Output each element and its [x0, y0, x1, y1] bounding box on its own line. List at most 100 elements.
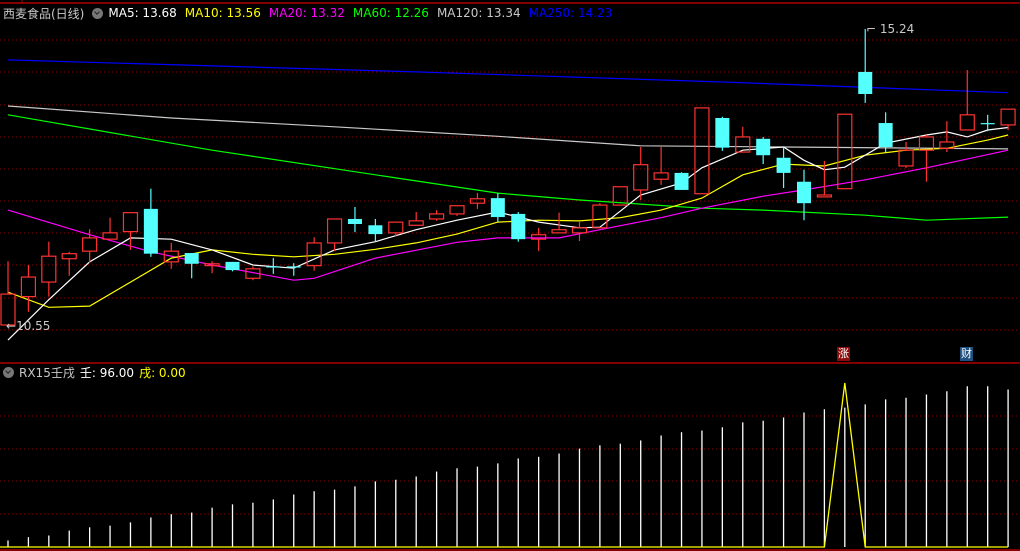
candle-body: [163, 250, 179, 263]
ma5-line: [7, 126, 1009, 341]
candle-body: [61, 253, 77, 260]
candle: [429, 210, 445, 221]
candle-body: [347, 218, 362, 225]
candle: [0, 261, 16, 326]
ma60-label: MA60: 12.26: [352, 6, 429, 20]
candle: [511, 212, 526, 242]
candle-body: [0, 293, 16, 326]
candle-body: [143, 208, 158, 254]
candle-body: [245, 268, 261, 279]
candle-body: [102, 232, 118, 240]
ma10-label: MA10: 13.56: [184, 6, 261, 20]
candle-body: [674, 172, 689, 190]
candle: [245, 266, 261, 281]
candle-body: [837, 113, 853, 190]
candle: [368, 218, 383, 242]
candle: [490, 193, 505, 223]
candle: [939, 121, 955, 153]
candle: [163, 242, 179, 269]
candle: [1000, 108, 1016, 130]
indicator-title: RX15壬戌: [19, 365, 75, 380]
candle-body: [735, 136, 751, 153]
candle: [204, 261, 220, 274]
candlesticks[interactable]: [0, 29, 1016, 326]
candle: [266, 258, 281, 274]
high-price-value: 15.24: [879, 22, 915, 36]
candle: [20, 265, 37, 312]
candle-body: [939, 141, 955, 149]
chevron-down-icon[interactable]: [92, 7, 104, 19]
candle-body: [756, 138, 771, 156]
candle: [694, 107, 710, 195]
candle: [858, 29, 873, 103]
arrow-left-icon: ←: [6, 319, 17, 333]
candle: [571, 222, 588, 242]
limit-up-badge[interactable]: 涨: [837, 347, 850, 361]
candle: [61, 251, 77, 276]
ma10-line: [7, 134, 1009, 308]
low-price-value: 10.55: [16, 319, 51, 333]
candle-body: [326, 218, 343, 244]
candle-body: [531, 234, 547, 240]
candle: [449, 205, 465, 216]
candle-body: [204, 263, 220, 267]
candle-body: [41, 255, 57, 283]
candle: [633, 147, 649, 201]
candle-body: [816, 194, 833, 198]
xu-line: [0, 382, 1009, 548]
candle: [286, 263, 301, 276]
candle: [122, 212, 139, 250]
candle: [469, 193, 486, 209]
finance-badge[interactable]: 财: [960, 347, 973, 361]
candle: [531, 227, 547, 252]
candle-body: [1000, 108, 1016, 126]
candle-body: [429, 213, 445, 220]
indicator-bars: [0, 382, 1009, 548]
candle-body: [449, 205, 465, 215]
ma120-label: MA120: 13.34: [436, 6, 521, 20]
candle-body: [368, 225, 383, 235]
candle: [388, 221, 404, 237]
candle: [816, 160, 833, 198]
candle-body: [490, 198, 505, 218]
candle: [41, 241, 57, 297]
candle-body: [796, 181, 811, 204]
candle-body: [776, 157, 791, 173]
candle: [756, 136, 771, 165]
candle: [612, 186, 628, 206]
chevron-down-icon[interactable]: [3, 366, 14, 378]
high-price-label: ⌐ 15.24: [866, 22, 914, 36]
candle: [408, 212, 424, 226]
candle: [184, 253, 199, 279]
candle-body: [388, 221, 404, 234]
ma120-line: [7, 105, 1009, 150]
candle-body: [408, 220, 424, 226]
candle-body: [878, 123, 893, 148]
candle-body: [592, 204, 608, 229]
candle-body: [633, 164, 649, 191]
xu-value: 戌: 0.00: [139, 365, 186, 380]
candle-body: [858, 71, 873, 95]
candle: [143, 188, 158, 257]
candle: [306, 237, 322, 271]
candle: [715, 116, 730, 151]
candle: [837, 113, 853, 190]
candle-body: [551, 229, 567, 234]
candle: [918, 135, 935, 182]
candle-body: [898, 149, 914, 167]
arrow-icon: ⌐: [866, 22, 877, 36]
candle: [653, 147, 669, 185]
candle-body: [184, 253, 199, 264]
candle-body: [959, 114, 975, 131]
candle-body: [653, 172, 669, 180]
candle: [225, 261, 240, 272]
candle-body: [469, 198, 486, 204]
candle: [551, 212, 567, 234]
candle: [674, 172, 689, 190]
candle: [102, 217, 118, 240]
stock-title: 西麦食品(日线): [3, 6, 85, 21]
candle: [898, 141, 914, 168]
ma20-label: MA20: 13.32: [268, 6, 345, 20]
